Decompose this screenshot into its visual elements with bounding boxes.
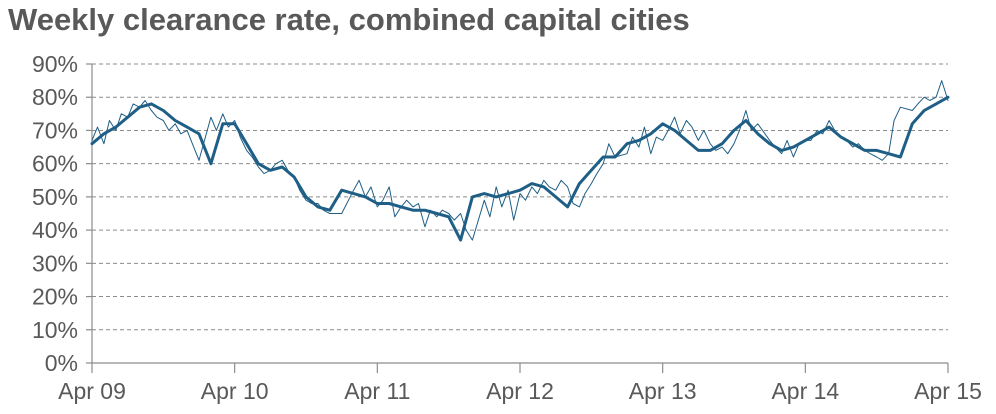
x-tick-label: Apr 09 xyxy=(58,378,126,404)
x-axis-ticks: Apr 09 Apr 10 Apr 11 Apr 12 Apr 13 Apr 14 Apr … xyxy=(58,363,982,404)
y-tick-label: 80% xyxy=(32,84,78,110)
x-tick-label: Apr 13 xyxy=(629,378,697,404)
y-tick-label: 10% xyxy=(32,317,78,343)
x-tick-label: Apr 15 xyxy=(914,378,982,404)
chart-title: Weekly clearance rate, combined capital … xyxy=(8,2,690,37)
x-tick-label: Apr 11 xyxy=(344,378,410,404)
y-tick-label: 50% xyxy=(32,184,78,210)
y-tick-label: 0% xyxy=(45,350,78,376)
series-line-thick xyxy=(90,95,950,242)
x-tick-label: Apr 10 xyxy=(201,378,269,404)
axes xyxy=(91,64,948,364)
y-tick-label: 20% xyxy=(32,284,78,310)
y-tick-label: 70% xyxy=(32,117,78,143)
y-tick-label: 90% xyxy=(32,51,78,77)
gridlines xyxy=(92,63,948,331)
series-lines xyxy=(90,80,950,242)
x-tick-label: Apr 14 xyxy=(771,378,839,404)
y-tick-label: 40% xyxy=(32,217,78,243)
y-tick-label: 30% xyxy=(32,250,78,276)
series-line-thin xyxy=(91,80,949,241)
y-axis-ticks: 0% 10% 20% 30% 40% 50% 60% 70% 80% 90% xyxy=(32,51,92,376)
y-tick-label: 60% xyxy=(32,151,78,177)
x-tick-label: Apr 12 xyxy=(486,378,554,404)
